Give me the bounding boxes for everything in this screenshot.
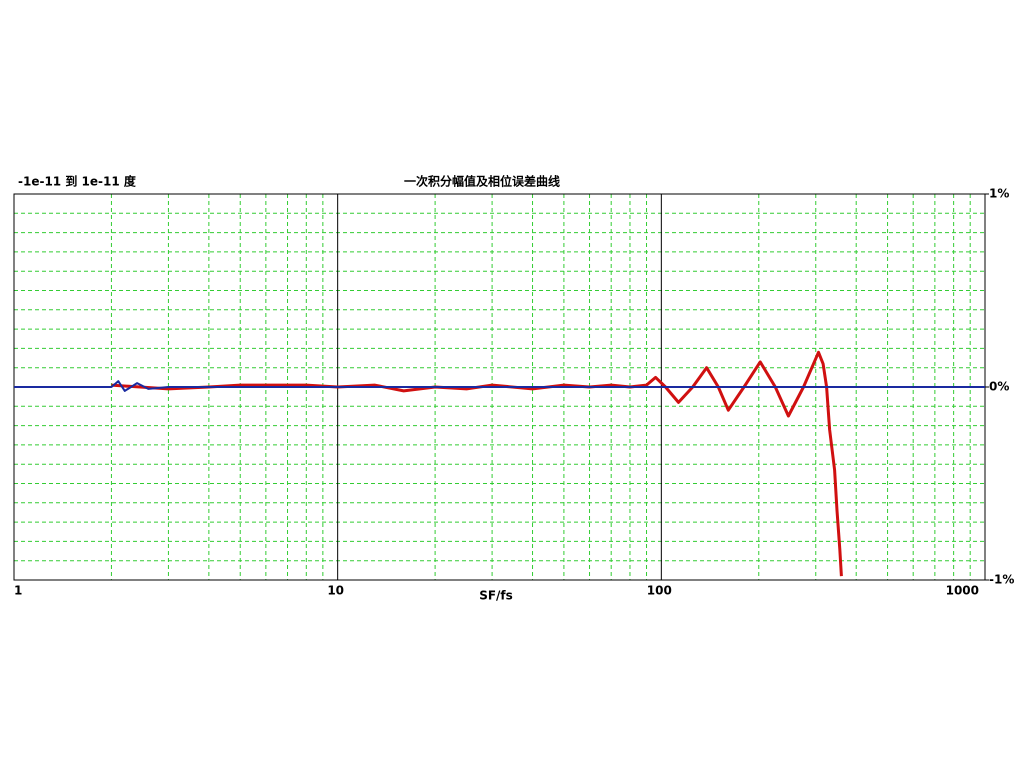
y-tick-label: 1% xyxy=(989,187,1009,201)
x-tick-label: 1000 xyxy=(946,584,979,598)
chart-subtitle: -1e-11 到 1e-11 度 xyxy=(18,174,137,189)
data-line xyxy=(14,380,985,392)
x-tick-label: 1 xyxy=(14,584,22,598)
y-tick-label: -1% xyxy=(989,573,1014,587)
x-tick-label: 10 xyxy=(327,584,344,598)
x-axis-label: SF/fs xyxy=(479,589,513,603)
y-tick-label: 0% xyxy=(989,380,1009,394)
x-tick-label: 100 xyxy=(647,584,672,598)
chart-title: 一次积分幅值及相位误差曲线 xyxy=(404,174,560,189)
